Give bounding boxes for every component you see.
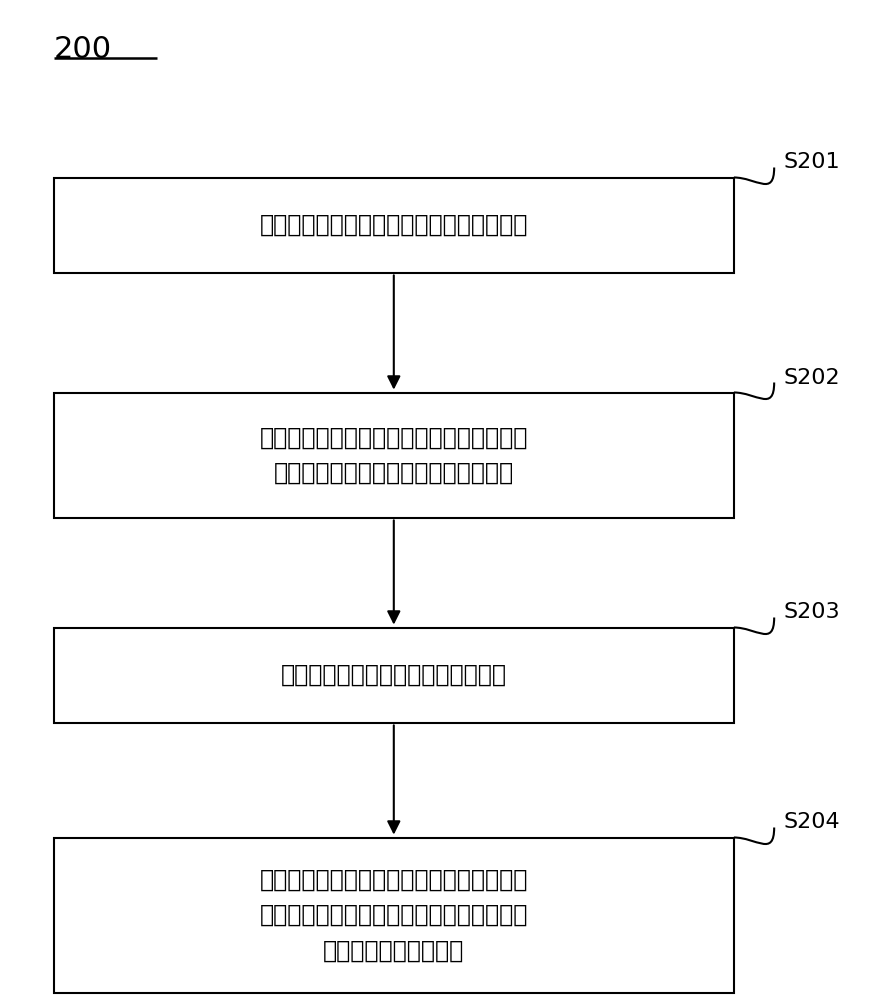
- Text: S202: S202: [782, 367, 839, 387]
- Bar: [54, 628, 733, 722]
- Text: 200: 200: [54, 35, 112, 64]
- Text: S201: S201: [782, 152, 839, 172]
- Text: 为每一个分区建立到图数据库的连接: 为每一个分区建立到图数据库的连接: [281, 663, 506, 687]
- Text: S203: S203: [782, 602, 839, 622]
- Text: 对多个数据进行分区，使得多个数据被分布
到分布式计算引擎的内存的多个分区中: 对多个数据进行分区，使得多个数据被分布 到分布式计算引擎的内存的多个分区中: [259, 425, 527, 485]
- Bar: [54, 178, 733, 272]
- Text: 根据多个分区中的每一个分区到图数据库的
连接，将多个分区中的多个数据写入到图数
据库的相应存储区域中: 根据多个分区中的每一个分区到图数据库的 连接，将多个分区中的多个数据写入到图数 …: [259, 868, 527, 962]
- Text: 将多个数据加载到分布式计算引擎的内存中: 将多个数据加载到分布式计算引擎的内存中: [259, 213, 527, 237]
- Bar: [54, 392, 733, 518]
- Bar: [54, 838, 733, 992]
- Text: S204: S204: [782, 812, 839, 832]
